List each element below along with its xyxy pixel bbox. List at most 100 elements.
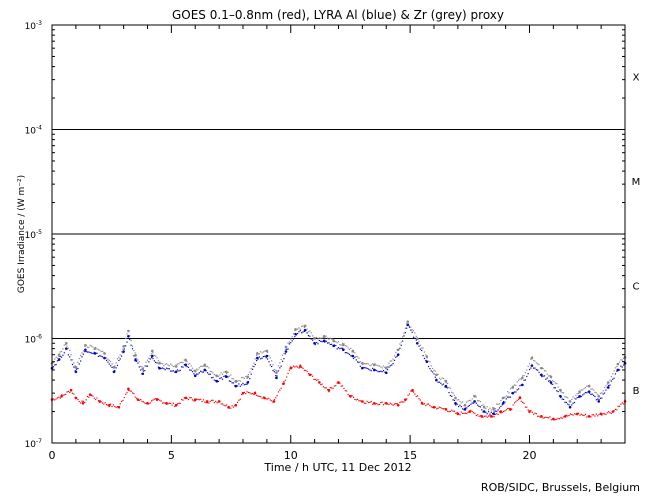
- data-point: [150, 354, 154, 358]
- trace-dot: [407, 323, 409, 325]
- trace-dot: [462, 412, 464, 415]
- trace-dot: [142, 370, 145, 372]
- trace-dot: [471, 410, 473, 413]
- trace-dot: [563, 398, 565, 401]
- trace-dot: [67, 354, 69, 356]
- trace-dot: [399, 343, 401, 345]
- trace-dot: [69, 349, 71, 352]
- trace-dot: [281, 354, 284, 356]
- trace-dot: [189, 369, 191, 371]
- trace-dot: [511, 392, 513, 394]
- trace-dot: [580, 389, 582, 391]
- trace-dot: [277, 370, 280, 372]
- trace-dot: [152, 357, 154, 360]
- trace-dot: [105, 359, 108, 361]
- trace-dot: [196, 368, 198, 370]
- trace-dot: [191, 399, 194, 401]
- trace-dot: [590, 388, 592, 390]
- trace-dot: [238, 383, 240, 385]
- trace-dot: [269, 357, 271, 359]
- trace-dot: [142, 401, 145, 403]
- trace-dot: [249, 371, 251, 373]
- trace-dot: [478, 415, 480, 417]
- trace-dot: [492, 416, 494, 418]
- trace-dot: [311, 339, 314, 341]
- credit-text: ROB/SIDC, Brussels, Belgium: [480, 481, 640, 494]
- trace-dot: [623, 364, 625, 366]
- flare-level-lines: [52, 129, 625, 339]
- trace-dot: [77, 398, 79, 401]
- trace-dot: [84, 351, 86, 353]
- trace-dot: [396, 355, 398, 357]
- trace-dot: [445, 409, 447, 411]
- trace-dot: [492, 407, 494, 409]
- trace-dot: [569, 401, 572, 403]
- trace-dot: [313, 336, 315, 339]
- trace-dot: [186, 397, 188, 399]
- trace-dot: [467, 405, 469, 407]
- trace-dot: [419, 399, 421, 401]
- trace-dot: [513, 402, 516, 404]
- x-tick-label-4: 20: [523, 449, 537, 462]
- data-series: [50, 320, 627, 421]
- trace-dot: [412, 336, 415, 338]
- trace-dot: [325, 340, 327, 342]
- trace-dot: [412, 391, 415, 393]
- data-point: [84, 348, 87, 352]
- trace-dot: [437, 381, 439, 383]
- trace-dot: [317, 338, 319, 340]
- trace-dot: [208, 373, 210, 375]
- trace-dot: [264, 350, 266, 352]
- trace-dot: [426, 357, 428, 359]
- trace-dot: [406, 323, 408, 325]
- trace-dot: [430, 365, 432, 367]
- trace-dot: [295, 328, 297, 330]
- trace-dot: [92, 352, 94, 355]
- trace-dot: [317, 343, 319, 345]
- trace-dot: [496, 403, 498, 405]
- trace-dot: [623, 403, 625, 405]
- trace-dot: [137, 359, 139, 361]
- trace-dot: [63, 344, 65, 346]
- trace-dot: [166, 403, 168, 405]
- trace-dot: [261, 397, 263, 399]
- trace-dot: [58, 359, 60, 362]
- trace-dot: [565, 396, 567, 398]
- trace-dot: [140, 369, 142, 371]
- trace-dot: [374, 369, 376, 371]
- data-point: [384, 366, 388, 370]
- data-point: [205, 400, 209, 403]
- trace-dot: [455, 412, 457, 414]
- trace-dot: [326, 342, 329, 344]
- trace-dot: [141, 400, 143, 402]
- trace-dot: [497, 409, 499, 411]
- trace-dot: [576, 393, 578, 395]
- trace-dot: [205, 402, 207, 404]
- trace-dot: [492, 412, 494, 415]
- trace-dot: [220, 403, 222, 405]
- series-0: [50, 364, 627, 421]
- trace-dot: [576, 397, 578, 399]
- trace-dot: [599, 412, 602, 414]
- trace-dot: [337, 382, 340, 384]
- trace-dot: [528, 368, 531, 371]
- trace-dot: [299, 330, 301, 332]
- trace-dot: [557, 391, 559, 393]
- trace-dot: [322, 337, 325, 339]
- trace-dot: [532, 413, 535, 415]
- trace-dot: [82, 400, 84, 402]
- trace-dot: [77, 361, 79, 363]
- trace-dot: [228, 380, 230, 382]
- trace-dot: [352, 357, 355, 360]
- trace-dot: [155, 361, 157, 363]
- trace-dot: [400, 344, 402, 346]
- trace-dot: [66, 391, 68, 393]
- trace-dot: [393, 403, 396, 405]
- trace-dot: [249, 392, 251, 394]
- trace-dot: [511, 408, 513, 410]
- trace-dot: [325, 335, 327, 337]
- trace-dot: [608, 384, 610, 387]
- trace-dot: [58, 396, 60, 398]
- trace-dot: [441, 377, 443, 379]
- trace-dot: [217, 401, 220, 403]
